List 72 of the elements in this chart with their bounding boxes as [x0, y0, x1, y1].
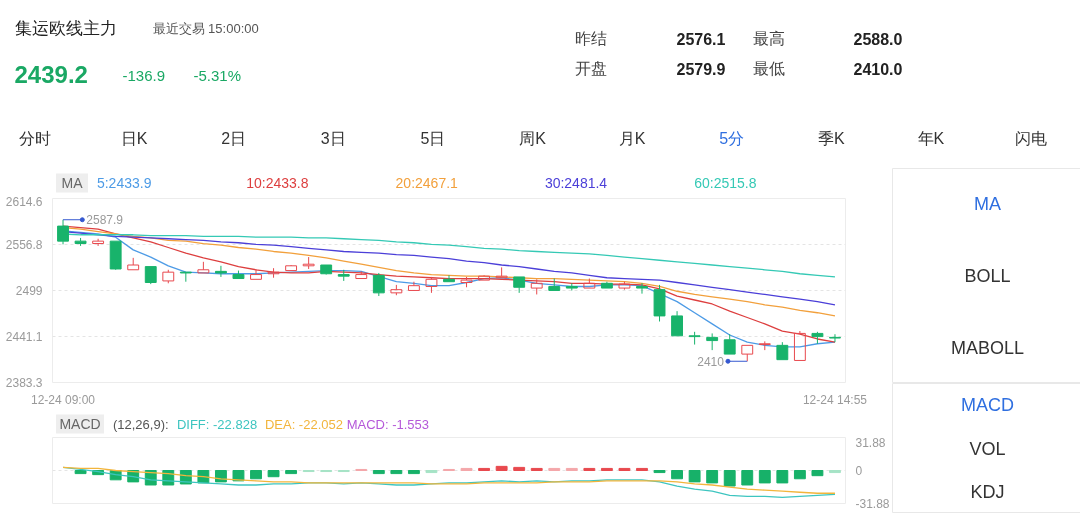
chart-title: MACD — [59, 416, 101, 432]
y-tick-label: 2499 — [15, 283, 43, 298]
x-tick-label: 12-24 09:00 — [31, 392, 96, 407]
text: 3日 — [320, 130, 346, 147]
y-tick-label: 2556.8 — [5, 237, 43, 252]
text: DIFF: -22.828 — [176, 416, 258, 432]
candlestick — [407, 281, 420, 291]
candlestick — [267, 267, 280, 279]
candlestick — [320, 264, 333, 275]
text: DEA: -22.052 — [264, 416, 343, 432]
text: VOL — [969, 438, 1006, 459]
candlestick — [214, 265, 227, 278]
candlestick — [57, 219, 69, 245]
candlestick — [355, 270, 368, 280]
text: 5日 — [420, 130, 446, 147]
candlestick — [443, 274, 455, 283]
text: BOLL — [964, 266, 1011, 286]
candlestick — [636, 282, 648, 295]
y-tick-label: 0 — [855, 464, 863, 478]
candlestick — [706, 332, 719, 351]
text: 60:2515.8 — [694, 175, 757, 191]
chart-title: MA — [61, 175, 84, 191]
text: 5分 — [719, 130, 745, 147]
legend-title: (12,26,9): — [112, 416, 169, 432]
candlestick — [671, 310, 684, 337]
text: MABOLL — [950, 337, 1025, 358]
text: MACD: -1.553 — [346, 416, 430, 432]
text: 2576.1 — [676, 30, 726, 48]
text: 20:2467.1 — [395, 175, 459, 191]
text: 集运欧线主力 — [14, 19, 117, 38]
candlestick — [600, 281, 613, 289]
text: KDJ — [970, 481, 1005, 502]
text: 周K — [519, 130, 547, 147]
text: 昨结 — [574, 30, 607, 47]
y-tick-label: 2614.6 — [5, 194, 43, 209]
x-tick-label: 12-24 14:55 — [802, 392, 868, 407]
text: 季K — [817, 130, 845, 147]
text: 最近交易 15:00:00 — [152, 21, 259, 36]
candlestick — [250, 268, 262, 280]
y-tick-label: -31.88 — [855, 497, 890, 511]
candlestick — [776, 341, 789, 361]
text: 5:2433.9 — [96, 175, 152, 191]
annotation: 2410 — [697, 354, 725, 369]
text: MA — [974, 194, 1001, 215]
y-tick-label: 2383.3 — [5, 376, 43, 390]
text: 年K — [917, 130, 945, 147]
text: 日K — [120, 130, 148, 147]
text: 最高 — [752, 30, 785, 47]
annotation: 2587.9 — [86, 213, 124, 228]
text: 月K — [618, 130, 646, 147]
candlestick — [372, 272, 385, 297]
text: 最低 — [752, 60, 785, 77]
text: 开盘 — [574, 60, 607, 77]
text: 2410.0 — [853, 60, 903, 78]
text: -136.9 — [122, 66, 166, 84]
text: 2579.9 — [676, 60, 726, 78]
text: 分时 — [18, 130, 51, 147]
y-tick-label: 2441.1 — [5, 330, 43, 345]
candlestick — [829, 333, 841, 343]
candlestick — [302, 256, 315, 270]
y-tick-label: 31.88 — [855, 435, 886, 450]
text: 30:2481.4 — [544, 175, 608, 191]
text: 2日 — [221, 130, 247, 147]
text: 闪电 — [1014, 130, 1047, 147]
text: -5.31% — [193, 67, 242, 84]
candlestick — [793, 330, 806, 361]
candlestick — [92, 238, 105, 247]
candlestick — [425, 276, 438, 294]
text: 2439.2 — [14, 61, 88, 88]
text: MACD — [961, 395, 1014, 416]
text: 10:2433.8 — [246, 175, 309, 191]
text: 2588.0 — [853, 30, 903, 48]
